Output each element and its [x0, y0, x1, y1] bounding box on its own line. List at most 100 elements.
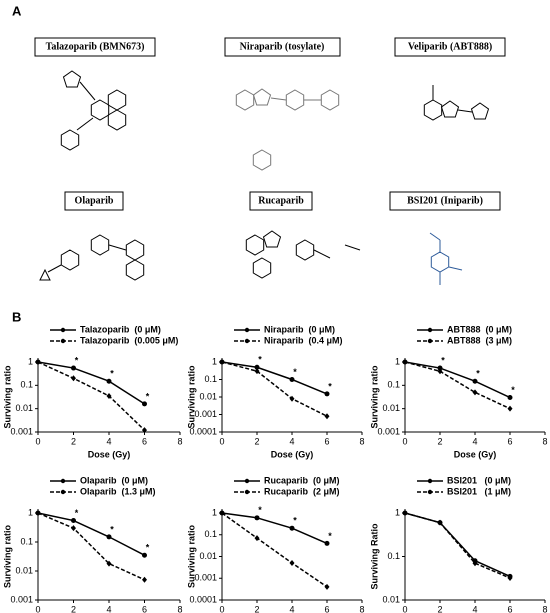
series-line [37, 361, 145, 405]
legend-label: Talazoparib (0 μM) [80, 324, 161, 334]
structure-name: Rucaparib [258, 195, 304, 206]
series-line [37, 512, 145, 556]
point [402, 510, 408, 516]
x-tick-label: 6 [507, 436, 512, 446]
x-tick-label: 6 [324, 604, 329, 613]
y-tick-label: 1 [395, 356, 400, 366]
point [507, 395, 513, 401]
y-tick-label: 0.1 [204, 374, 217, 384]
y-tick-label: 0.1 [387, 380, 400, 390]
y-axis-label: Surviving ratio [2, 524, 12, 588]
series-line [404, 361, 511, 399]
annotation: * [511, 385, 515, 395]
point [35, 510, 41, 516]
point [71, 375, 76, 382]
x-axis-label: Dose (Gy) [454, 449, 497, 459]
point [289, 525, 295, 531]
annotation: * [75, 508, 79, 518]
legend-marker [244, 327, 250, 333]
x-tick-label: 0 [219, 436, 224, 446]
y-axis-label: Surviving ratio [369, 365, 379, 429]
annotation: * [293, 367, 297, 377]
legend-label: Talazoparib (0.005 μM) [80, 335, 178, 345]
point [472, 560, 478, 567]
y-tick-label: 0.001 [10, 594, 33, 604]
x-tick-label: 2 [254, 436, 259, 446]
x-tick-label: 8 [542, 604, 547, 613]
legend-marker [427, 327, 433, 333]
annotation: * [110, 524, 114, 534]
y-tick-label: 0.1 [204, 529, 217, 539]
annotation: * [258, 505, 262, 515]
annotation: * [293, 516, 297, 526]
series-line [404, 361, 511, 410]
label-box [249, 191, 313, 211]
point [106, 534, 112, 540]
series-line [404, 512, 511, 579]
structure-name: Olaparib [75, 195, 114, 206]
x-tick-label: 0 [35, 604, 40, 613]
x-axis-label: Dose (Gy) [271, 449, 314, 459]
legend-marker [427, 478, 433, 484]
structure-labels: Talazoparib (BMN673) Niraparib (tosylate… [34, 37, 506, 211]
point [324, 583, 330, 590]
annotation: * [441, 355, 445, 365]
structure-drawings [39, 70, 489, 285]
point [324, 540, 330, 546]
label-box [224, 37, 341, 57]
point [254, 368, 260, 375]
x-tick-label: 2 [437, 436, 442, 446]
legend-label: ABT888 (0 μM) [447, 324, 512, 334]
panel-label: B [12, 309, 21, 324]
point [289, 560, 295, 567]
legend-label: ABT888 (3 μM) [447, 335, 512, 345]
point [402, 359, 408, 365]
annotation: * [146, 543, 150, 553]
structure-name: Veliparib (ABT888) [408, 41, 492, 52]
series-line [221, 361, 328, 395]
point [254, 515, 260, 521]
x-tick-label: 0 [402, 604, 407, 613]
y-tick-label: 0.01 [382, 403, 400, 413]
point [437, 519, 443, 526]
series-line [221, 361, 328, 417]
legend-marker [427, 489, 433, 495]
annotation: * [328, 381, 332, 391]
legend-marker [60, 489, 66, 495]
legend-label: BSI201 (0 μM) [447, 475, 511, 485]
legend-label: Rucaparib (0 μM) [264, 475, 340, 485]
y-tick-label: 0.01 [15, 565, 33, 575]
x-axis-label: Dose (Gy) [88, 449, 131, 459]
x-tick-label: 2 [71, 604, 76, 613]
structure-name: BSI201 (Iniparib) [407, 195, 483, 206]
series-line [404, 512, 511, 578]
legend-label: Niraparib (0 μM) [264, 324, 335, 334]
y-tick-label: 0.1 [387, 551, 400, 561]
point [472, 378, 478, 384]
legend-label: Rucaparib (2 μM) [264, 486, 340, 496]
x-tick-label: 8 [359, 436, 364, 446]
structure-name: Talazoparib (BMN673) [46, 41, 145, 52]
y-tick-label: 1 [395, 507, 400, 517]
legend-marker [244, 489, 250, 495]
y-tick-label: 0.1 [20, 380, 33, 390]
series-line [37, 512, 145, 581]
x-tick-label: 8 [177, 604, 182, 613]
x-tick-label: 6 [324, 436, 329, 446]
series-line [221, 512, 328, 545]
x-tick-label: 2 [437, 604, 442, 613]
legend-marker [60, 338, 66, 344]
point [142, 401, 147, 407]
y-tick-label: 0.001 [10, 426, 33, 436]
point [437, 368, 443, 375]
y-tick-label: 0.01 [382, 594, 400, 604]
point [106, 378, 112, 384]
label-box [389, 191, 501, 211]
x-tick-label: 0 [35, 436, 40, 446]
y-tick-label: 0.001 [194, 573, 217, 583]
